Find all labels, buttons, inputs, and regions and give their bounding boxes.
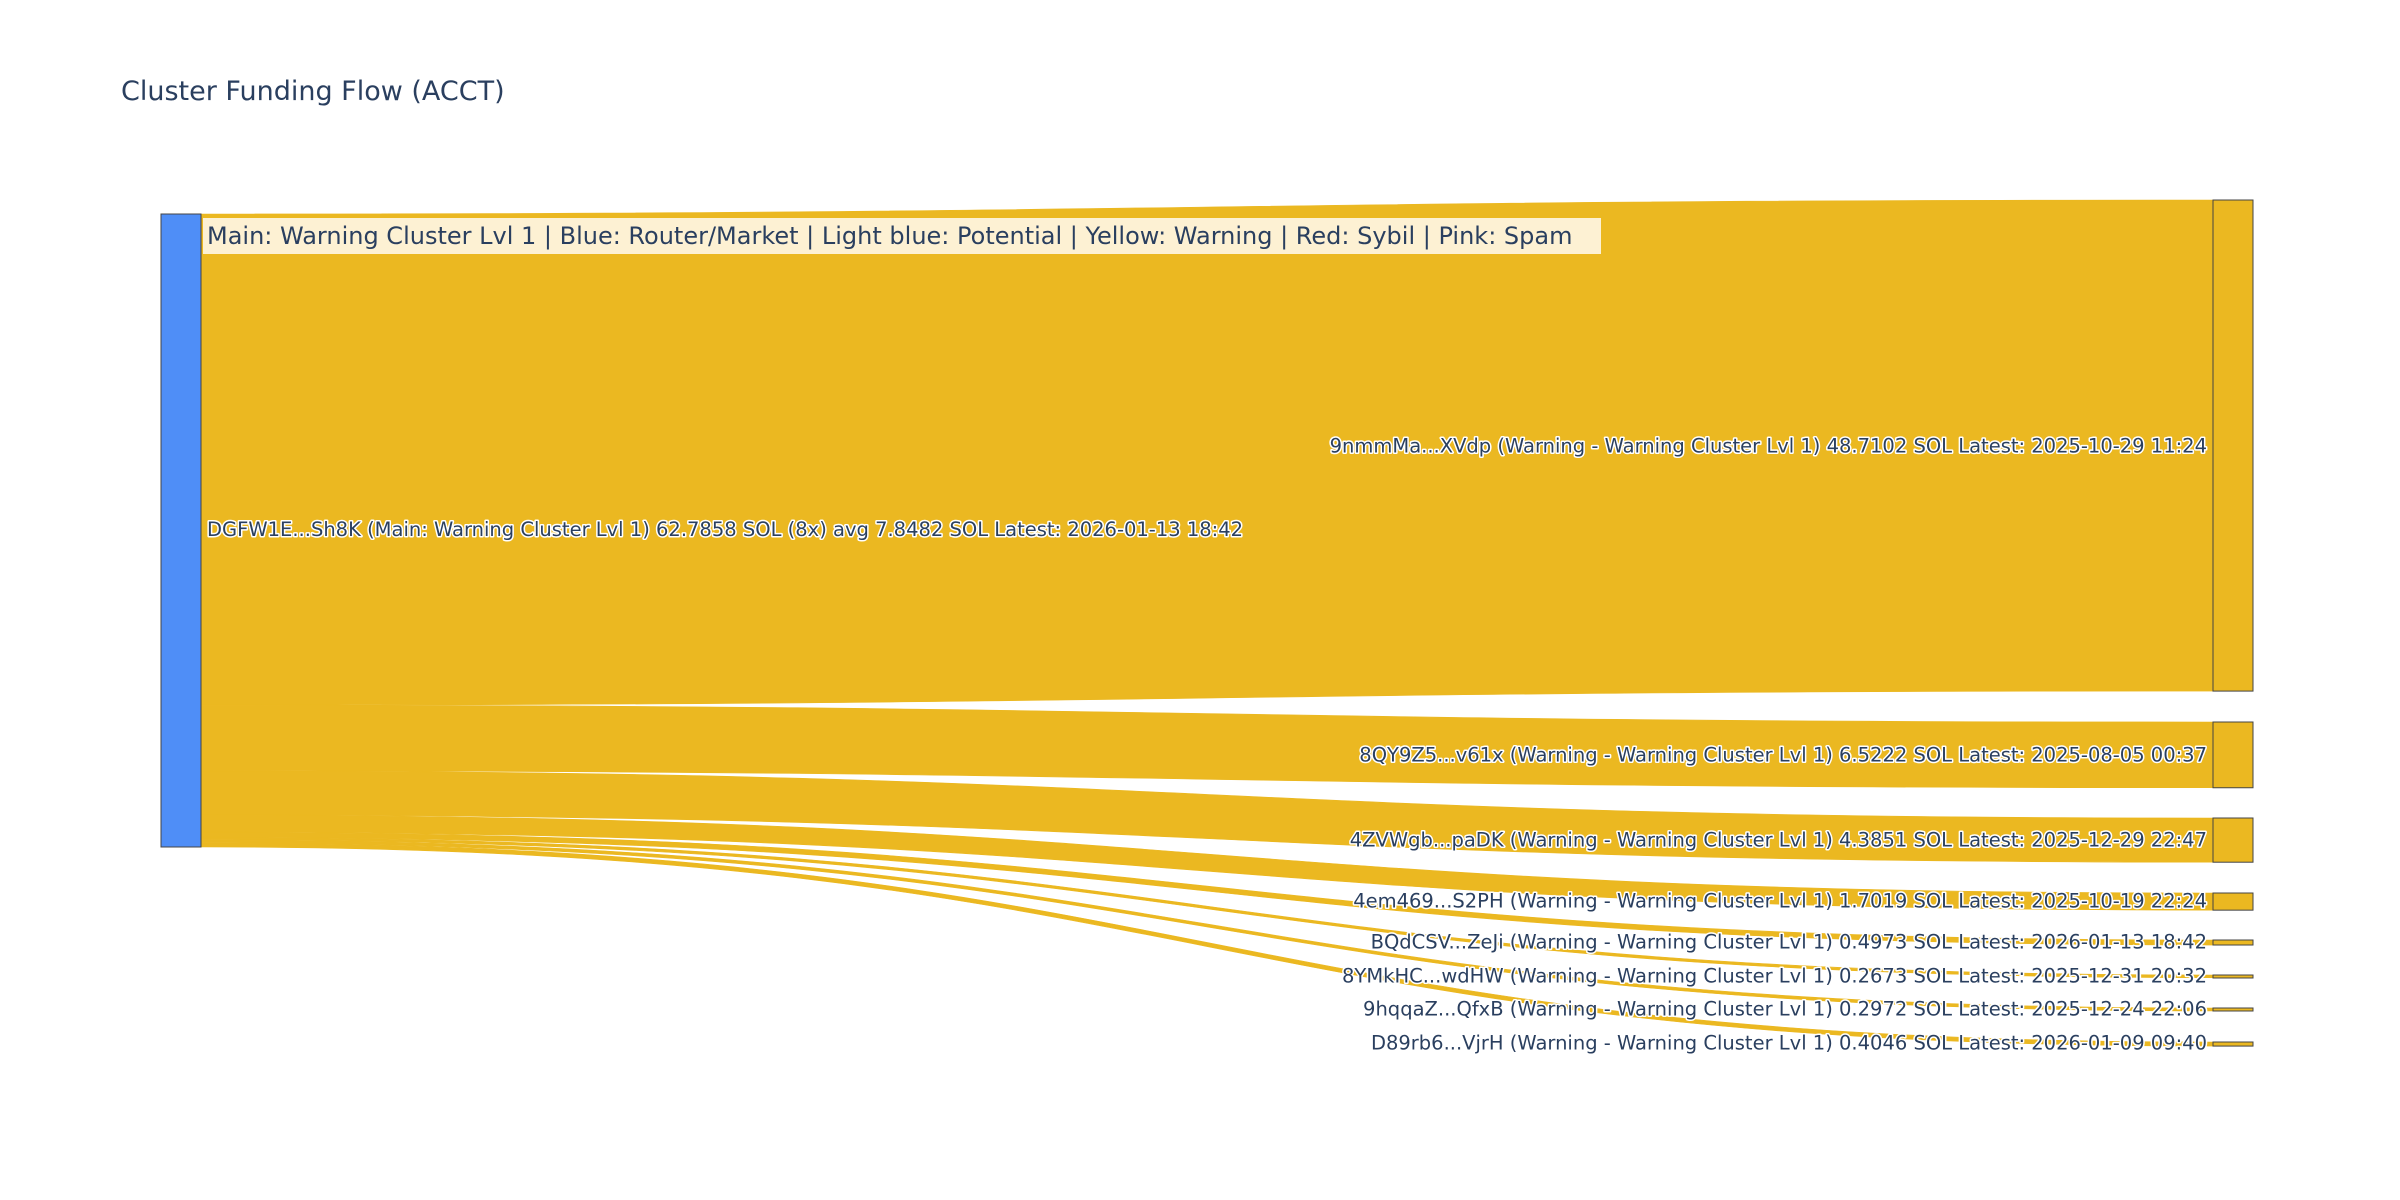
node-labels: DGFW1E...Sh8K (Main: Warning Cluster Lvl…	[206, 433, 2209, 1056]
target-node-label-5: BQdCSV...ZeJi (Warning - Warning Cluster…	[1371, 931, 2207, 954]
target-node-1	[2212, 199, 2254, 692]
target-node-7	[2212, 1007, 2254, 1012]
source-node	[160, 213, 202, 848]
target-node-5	[2212, 939, 2254, 946]
target-node-label-8: D89rb6...VjrH (Warning - Warning Cluster…	[1371, 1032, 2207, 1055]
legend-annotation: Main: Warning Cluster Lvl 1 | Blue: Rout…	[203, 218, 1601, 254]
flow-nodes	[160, 199, 2254, 1047]
target-node-8	[2212, 1041, 2254, 1047]
target-node-6	[2212, 974, 2254, 979]
flow-links	[200, 199, 2214, 1047]
chart-title: Cluster Funding Flow (ACCT)	[121, 76, 505, 107]
source-node-label: DGFW1E...Sh8K (Main: Warning Cluster Lvl…	[207, 518, 1243, 541]
target-node-label-2: 8QY9Z5...v61x (Warning - Warning Cluster…	[1359, 744, 2207, 767]
legend-annotation-text: Main: Warning Cluster Lvl 1 | Blue: Rout…	[207, 222, 1572, 250]
target-node-4	[2212, 892, 2254, 911]
target-node-label-6: 8YMkHC...wdHW (Warning - Warning Cluster…	[1342, 965, 2207, 988]
target-node-2	[2212, 721, 2254, 789]
target-node-3	[2212, 817, 2254, 863]
legend-annotation-background	[203, 218, 1601, 254]
target-node-label-7: 9hqqaZ...QfxB (Warning - Warning Cluster…	[1363, 998, 2207, 1021]
target-node-label-4: 4em469...S2PH (Warning - Warning Cluster…	[1353, 890, 2207, 913]
target-node-label-1: 9nmmMa...XVdp (Warning - Warning Cluster…	[1330, 435, 2207, 458]
target-node-label-3: 4ZVWgb...paDK (Warning - Warning Cluster…	[1350, 829, 2207, 852]
